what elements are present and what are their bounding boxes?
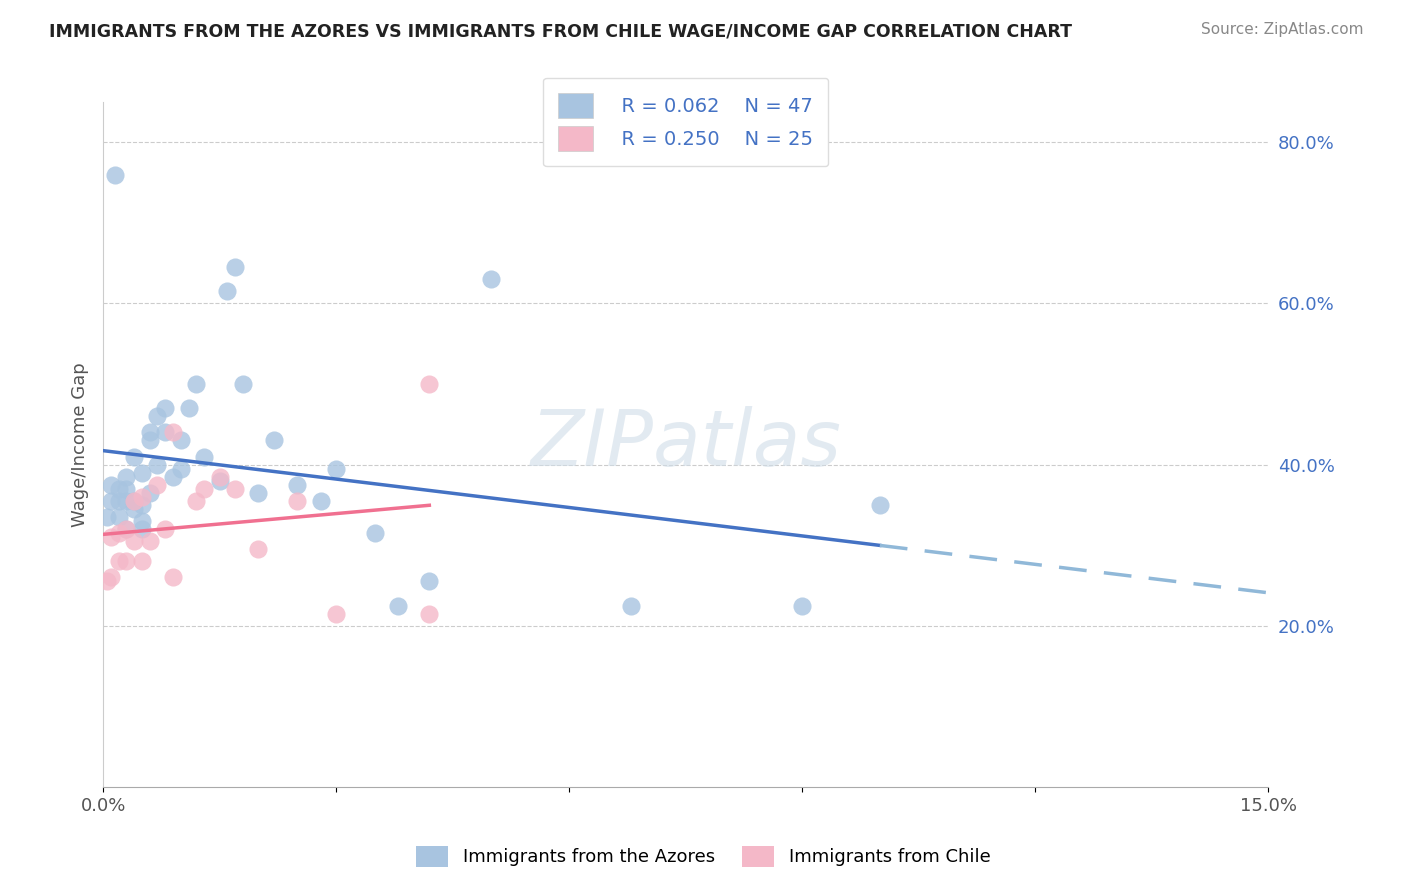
Point [387, 599, 409, 613]
Point [115, 469, 138, 483]
Point [115, 522, 138, 536]
Point [208, 474, 231, 488]
Point [138, 534, 160, 549]
Point [177, 401, 200, 416]
Point [193, 482, 215, 496]
Point [481, 272, 503, 286]
Point [107, 493, 129, 508]
Point [146, 409, 169, 424]
Point [115, 482, 138, 496]
Point [247, 485, 270, 500]
Point [122, 493, 145, 508]
Point [170, 434, 193, 448]
Point [115, 493, 138, 508]
Point [418, 574, 440, 589]
Point [100, 493, 122, 508]
Point [96, 574, 118, 589]
Point [208, 469, 231, 483]
Point [131, 490, 153, 504]
Point [122, 450, 145, 464]
Text: Source: ZipAtlas.com: Source: ZipAtlas.com [1201, 22, 1364, 37]
Point [131, 522, 153, 536]
Point [107, 554, 129, 568]
Point [162, 425, 184, 440]
Point [115, 554, 138, 568]
Point [96, 510, 118, 524]
Point [620, 599, 643, 613]
Point [224, 482, 246, 496]
Point [285, 477, 308, 491]
Point [247, 542, 270, 557]
Point [162, 469, 184, 483]
Point [263, 434, 285, 448]
Point [364, 526, 387, 541]
Point [193, 450, 215, 464]
Point [232, 377, 254, 392]
Point [155, 425, 177, 440]
Point [138, 485, 160, 500]
Point [138, 425, 160, 440]
Point [115, 522, 138, 536]
Point [325, 461, 347, 475]
Point [107, 510, 129, 524]
Point [162, 570, 184, 584]
Point [100, 530, 122, 544]
Point [224, 260, 246, 275]
Point [170, 461, 193, 475]
Point [104, 168, 127, 182]
Point [217, 285, 239, 299]
Point [418, 607, 440, 621]
Point [285, 493, 308, 508]
Point [131, 514, 153, 528]
Point [107, 526, 129, 541]
Point [131, 554, 153, 568]
Point [122, 493, 145, 508]
Point [418, 377, 440, 392]
Point [155, 522, 177, 536]
Point [122, 534, 145, 549]
Point [131, 498, 153, 512]
Point [131, 466, 153, 480]
Point [325, 607, 347, 621]
Point [869, 498, 891, 512]
Point [138, 434, 160, 448]
Legend: Immigrants from the Azores, Immigrants from Chile: Immigrants from the Azores, Immigrants f… [408, 838, 998, 874]
Point [186, 493, 208, 508]
Point [107, 482, 129, 496]
Point [146, 458, 169, 472]
Text: IMMIGRANTS FROM THE AZORES VS IMMIGRANTS FROM CHILE WAGE/INCOME GAP CORRELATION : IMMIGRANTS FROM THE AZORES VS IMMIGRANTS… [49, 22, 1073, 40]
Point [309, 493, 332, 508]
Point [122, 502, 145, 516]
Point [155, 401, 177, 416]
Point [186, 377, 208, 392]
Legend:   R = 0.062    N = 47,   R = 0.250    N = 25: R = 0.062 N = 47, R = 0.250 N = 25 [543, 78, 828, 167]
Point [100, 570, 122, 584]
Point [792, 599, 814, 613]
Text: ZIPatlas: ZIPatlas [530, 407, 841, 483]
Point [100, 477, 122, 491]
Y-axis label: Wage/Income Gap: Wage/Income Gap [72, 362, 89, 527]
Point [146, 477, 169, 491]
